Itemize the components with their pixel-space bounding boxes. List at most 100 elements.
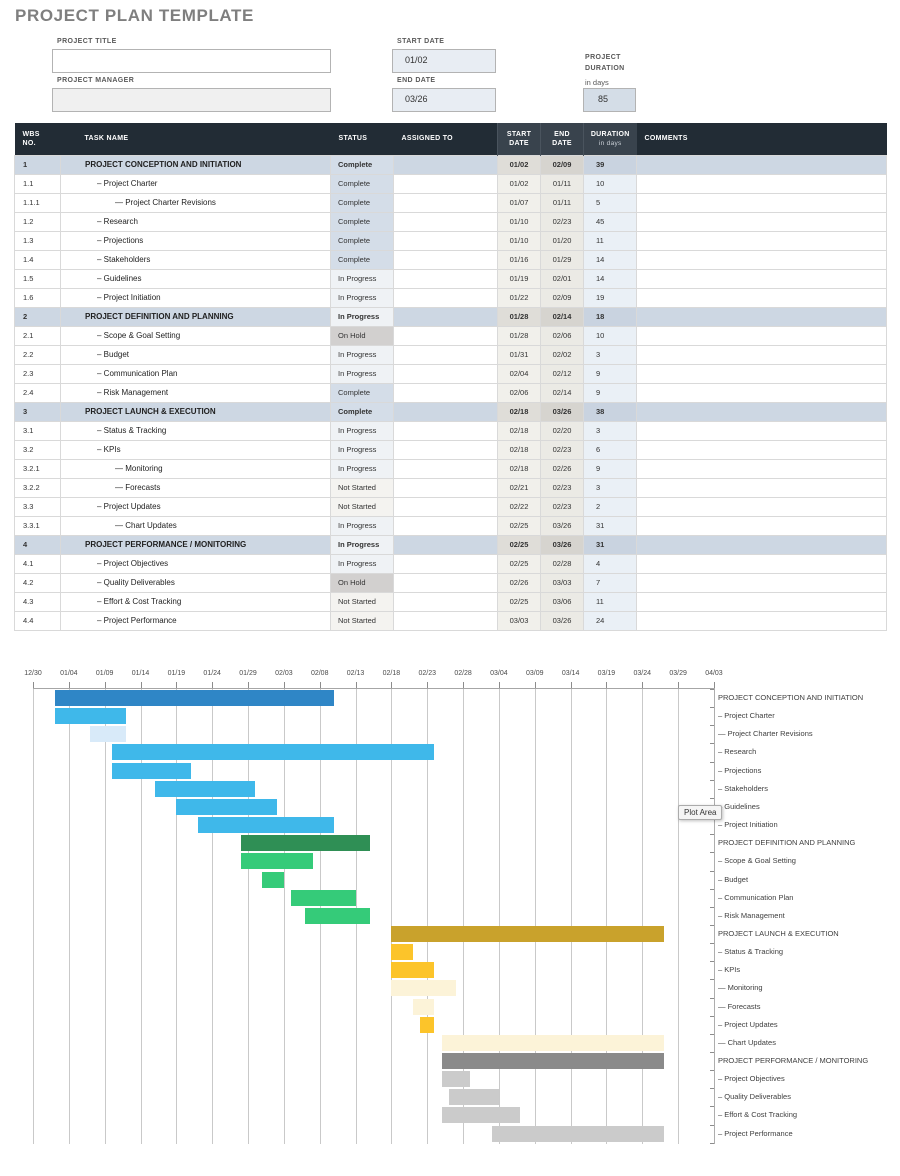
task-cell[interactable]: — Monitoring (60, 458, 331, 479)
duration-cell[interactable]: 10 (583, 173, 637, 194)
assigned-cell[interactable] (393, 306, 498, 327)
task-cell[interactable]: PROJECT PERFORMANCE / MONITORING (60, 534, 331, 555)
wbs-cell[interactable]: 3.2 (14, 439, 61, 460)
task-cell[interactable]: – Project Initiation (60, 287, 331, 308)
wbs-cell[interactable]: 4.4 (14, 610, 61, 631)
project-title-input[interactable] (52, 49, 331, 73)
comments-cell[interactable] (636, 572, 887, 593)
assigned-cell[interactable] (393, 249, 498, 270)
status-cell[interactable]: On Hold (330, 325, 394, 346)
task-cell[interactable]: – Communication Plan (60, 363, 331, 384)
end-date-cell[interactable]: 02/23 (540, 477, 584, 498)
status-cell[interactable]: Complete (330, 192, 394, 213)
duration-cell[interactable]: 9 (583, 382, 637, 403)
task-cell[interactable]: – Effort & Cost Tracking (60, 591, 331, 612)
duration-cell[interactable]: 4 (583, 553, 637, 574)
task-cell[interactable]: PROJECT LAUNCH & EXECUTION (60, 401, 331, 422)
start-date-cell[interactable]: 01/28 (497, 325, 541, 346)
duration-cell[interactable]: 9 (583, 363, 637, 384)
end-date-cell[interactable]: 01/11 (540, 192, 584, 213)
task-cell[interactable]: PROJECT CONCEPTION AND INITIATION (60, 154, 331, 175)
wbs-cell[interactable]: 1.1.1 (14, 192, 61, 213)
task-cell[interactable]: – Project Performance (60, 610, 331, 631)
status-cell[interactable]: Complete (330, 230, 394, 251)
status-cell[interactable]: Complete (330, 154, 394, 175)
comments-cell[interactable] (636, 591, 887, 612)
assigned-cell[interactable] (393, 401, 498, 422)
assigned-cell[interactable] (393, 230, 498, 251)
start-date-cell[interactable]: 02/18 (497, 458, 541, 479)
duration-cell[interactable]: 14 (583, 249, 637, 270)
start-date-cell[interactable]: 01/16 (497, 249, 541, 270)
status-cell[interactable]: In Progress (330, 515, 394, 536)
wbs-cell[interactable]: 4 (14, 534, 61, 555)
wbs-cell[interactable]: 1.4 (14, 249, 61, 270)
start-date-cell[interactable]: 02/06 (497, 382, 541, 403)
duration-cell[interactable]: 3 (583, 477, 637, 498)
assigned-cell[interactable] (393, 344, 498, 365)
task-cell[interactable]: – Guidelines (60, 268, 331, 289)
assigned-cell[interactable] (393, 363, 498, 384)
assigned-cell[interactable] (393, 458, 498, 479)
start-date-cell[interactable]: 01/02 (497, 154, 541, 175)
end-date-cell[interactable]: 02/02 (540, 344, 584, 365)
status-cell[interactable]: In Progress (330, 553, 394, 574)
comments-cell[interactable] (636, 325, 887, 346)
task-cell[interactable]: — Project Charter Revisions (60, 192, 331, 213)
status-cell[interactable]: In Progress (330, 306, 394, 327)
wbs-cell[interactable]: 2.4 (14, 382, 61, 403)
status-cell[interactable]: Complete (330, 249, 394, 270)
end-date-cell[interactable]: 02/28 (540, 553, 584, 574)
task-cell[interactable]: – KPIs (60, 439, 331, 460)
wbs-cell[interactable]: 1.3 (14, 230, 61, 251)
start-date-cell[interactable]: 02/25 (497, 534, 541, 555)
wbs-cell[interactable]: 1.1 (14, 173, 61, 194)
end-date-cell[interactable]: 02/14 (540, 306, 584, 327)
comments-cell[interactable] (636, 401, 887, 422)
assigned-cell[interactable] (393, 420, 498, 441)
duration-cell[interactable]: 11 (583, 591, 637, 612)
comments-cell[interactable] (636, 173, 887, 194)
duration-cell[interactable]: 14 (583, 268, 637, 289)
status-cell[interactable]: In Progress (330, 287, 394, 308)
task-cell[interactable]: – Status & Tracking (60, 420, 331, 441)
status-cell[interactable]: Complete (330, 401, 394, 422)
comments-cell[interactable] (636, 534, 887, 555)
start-date-cell[interactable]: 02/04 (497, 363, 541, 384)
wbs-cell[interactable]: 3.2.1 (14, 458, 61, 479)
status-cell[interactable]: In Progress (330, 363, 394, 384)
start-date-cell[interactable]: 01/02 (497, 173, 541, 194)
gantt-chart[interactable]: Plot Area 12/30 01/04 01/09 01/14 01/19 01/24… (0, 668, 900, 1158)
end-date-cell[interactable]: 02/09 (540, 287, 584, 308)
task-cell[interactable]: — Chart Updates (60, 515, 331, 536)
assigned-cell[interactable] (393, 268, 498, 289)
duration-cell[interactable]: 11 (583, 230, 637, 251)
wbs-cell[interactable]: 3 (14, 401, 61, 422)
status-cell[interactable]: In Progress (330, 458, 394, 479)
end-date-cell[interactable]: 01/11 (540, 173, 584, 194)
start-date-cell[interactable]: 02/22 (497, 496, 541, 517)
end-date-cell[interactable]: 01/29 (540, 249, 584, 270)
comments-cell[interactable] (636, 154, 887, 175)
assigned-cell[interactable] (393, 192, 498, 213)
comments-cell[interactable] (636, 382, 887, 403)
status-cell[interactable]: In Progress (330, 268, 394, 289)
assigned-cell[interactable] (393, 439, 498, 460)
task-cell[interactable]: – Project Charter (60, 173, 331, 194)
start-date-cell[interactable]: 01/10 (497, 211, 541, 232)
status-cell[interactable]: In Progress (330, 420, 394, 441)
wbs-cell[interactable]: 3.1 (14, 420, 61, 441)
end-date-field[interactable]: 03/26 (392, 88, 496, 112)
wbs-cell[interactable]: 1 (14, 154, 61, 175)
assigned-cell[interactable] (393, 477, 498, 498)
start-date-cell[interactable]: 02/18 (497, 439, 541, 460)
wbs-cell[interactable]: 2.2 (14, 344, 61, 365)
assigned-cell[interactable] (393, 553, 498, 574)
assigned-cell[interactable] (393, 534, 498, 555)
comments-cell[interactable] (636, 344, 887, 365)
wbs-cell[interactable]: 4.2 (14, 572, 61, 593)
start-date-cell[interactable]: 01/28 (497, 306, 541, 327)
duration-cell[interactable]: 24 (583, 610, 637, 631)
end-date-cell[interactable]: 01/20 (540, 230, 584, 251)
end-date-cell[interactable]: 02/12 (540, 363, 584, 384)
